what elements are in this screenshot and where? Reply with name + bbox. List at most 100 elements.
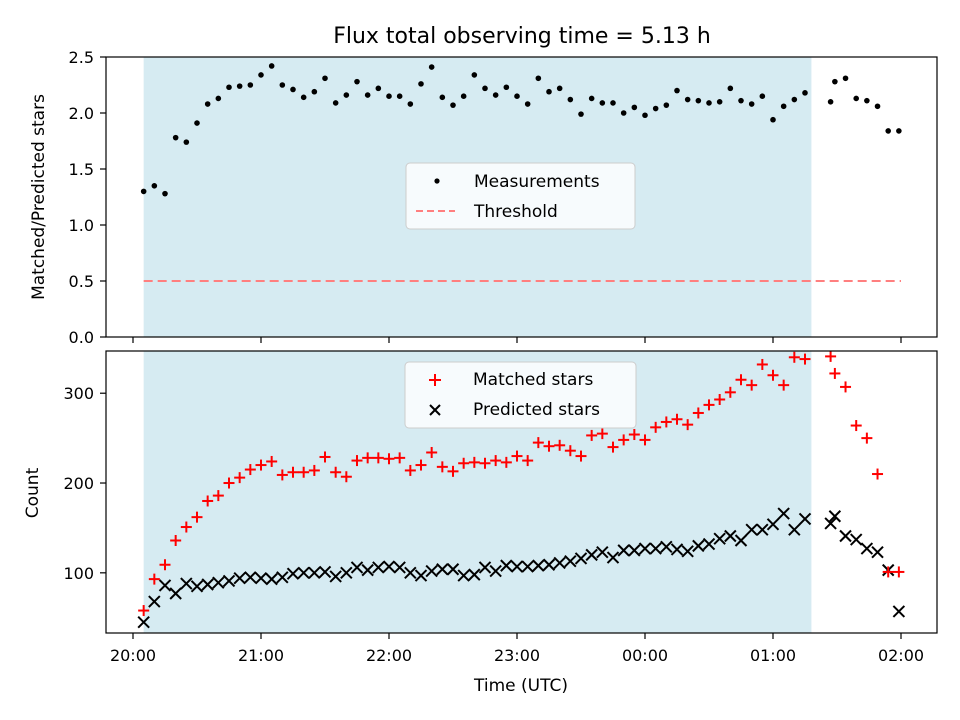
measurement-point [364,92,371,98]
predicted-stroke [824,517,837,530]
measurement-point [896,128,902,134]
predicted-stars-point [446,563,460,576]
matched-stars-point [596,428,608,440]
measurement-point [162,190,168,197]
measurement-point [236,83,243,89]
predicted-stroke [745,523,758,536]
predicted-stroke [308,566,321,580]
predicted-stroke [660,540,673,553]
predicted-stars-point [212,576,225,589]
measurement-point [503,84,510,91]
predicted-stroke [372,561,385,574]
matched-stars-point [340,471,352,483]
measurement-point [610,100,616,106]
measurement-point [770,116,776,123]
predicted-stroke [201,578,214,591]
predicted-stroke [564,554,577,568]
predicted-stars-point [745,523,758,536]
measurement-point [194,120,200,126]
top-legend-box [405,162,636,230]
measurement-point [706,100,712,106]
chart-title: Flux total observing time = 5.13 h [333,24,711,49]
matched-stars-point [191,511,203,523]
matched-stars-point [882,566,894,578]
predicted-stars-point [318,565,332,579]
predicted-stroke [734,534,748,547]
predicted-stars-point [756,523,769,536]
bottom-data-layer [137,350,906,629]
predicted-stroke [596,545,609,559]
measurement-point [332,100,339,106]
legend-marker-matched [429,374,441,386]
matched-stars-point [255,459,267,471]
matched-stars-point [383,453,395,465]
predicted-stars-point [286,567,300,580]
predicted-stars-point [638,542,652,555]
measurement-point [172,134,179,141]
predicted-stroke [871,545,884,559]
bottom-xtick-label: 00:00 [622,646,668,665]
measurement-point [546,88,552,95]
predicted-stroke [158,579,172,592]
predicted-stars-point [297,566,310,580]
predicted-stroke [702,537,716,551]
predicted-stars-point [148,595,161,608]
predicted-stars-point [766,518,780,531]
matched-stars-point [298,466,310,478]
matched-stars-point [458,457,470,469]
matched-stars-point [490,455,502,467]
matched-stars-point [682,419,694,431]
measurement-point [535,75,542,82]
measurement-point [759,93,766,99]
predicted-stars-point [585,548,598,562]
predicted-stars-point [692,539,705,553]
matched-stars-point [799,353,811,365]
matched-stars-point [266,455,278,467]
matched-stars-point [212,490,224,502]
matched-stars-point [872,468,884,480]
predicted-stars-point [372,561,385,574]
measurement-point [832,78,838,85]
predicted-stars-point [393,561,406,574]
matched-stars-point [148,573,160,585]
predicted-stroke [860,542,874,555]
matched-stars-point [756,358,768,370]
matched-stars-point [554,439,566,451]
matched-stars-point [511,450,523,462]
top-legend: Measurements Threshold [405,162,636,230]
predicted-stars-point [606,551,620,564]
top-y-axis-label: Matched/Predicted stars [29,94,49,300]
predicted-stars-point [137,616,150,629]
bottom-xtick-label: 23:00 [494,646,540,665]
measurement-point [620,110,627,116]
matched-stars-point [415,459,427,471]
measurement-point [578,111,584,117]
predicted-stroke [617,544,630,557]
predicted-stars-point [860,542,874,555]
predicted-stars-point [532,559,545,572]
predicted-stars-point [436,563,449,576]
predicted-stroke [265,572,278,586]
legend-label-matched: Matched stars [473,370,593,390]
predicted-stars-point [596,545,609,559]
top-ytick-label: 0.0 [69,328,94,347]
matched-stars-point [671,413,683,425]
predicted-stroke [788,523,801,536]
measurement-point [588,95,595,102]
predicted-stars-point [276,571,289,584]
predicted-stars-point [158,579,172,592]
predicted-stroke [585,548,598,562]
matched-stars-point [244,464,256,476]
predicted-stroke [692,539,705,553]
matched-stars-point [703,399,715,411]
top-ytick-label: 1.5 [69,160,94,179]
measurement-point [322,75,328,82]
predicted-stars-point [628,544,641,557]
measurement-point [247,82,254,88]
predicted-stroke [713,532,726,545]
predicted-stroke [724,529,737,543]
matched-stars-point [575,450,587,462]
matched-stars-point [180,521,192,533]
predicted-stroke [574,552,588,565]
matched-stars-point [500,456,512,468]
